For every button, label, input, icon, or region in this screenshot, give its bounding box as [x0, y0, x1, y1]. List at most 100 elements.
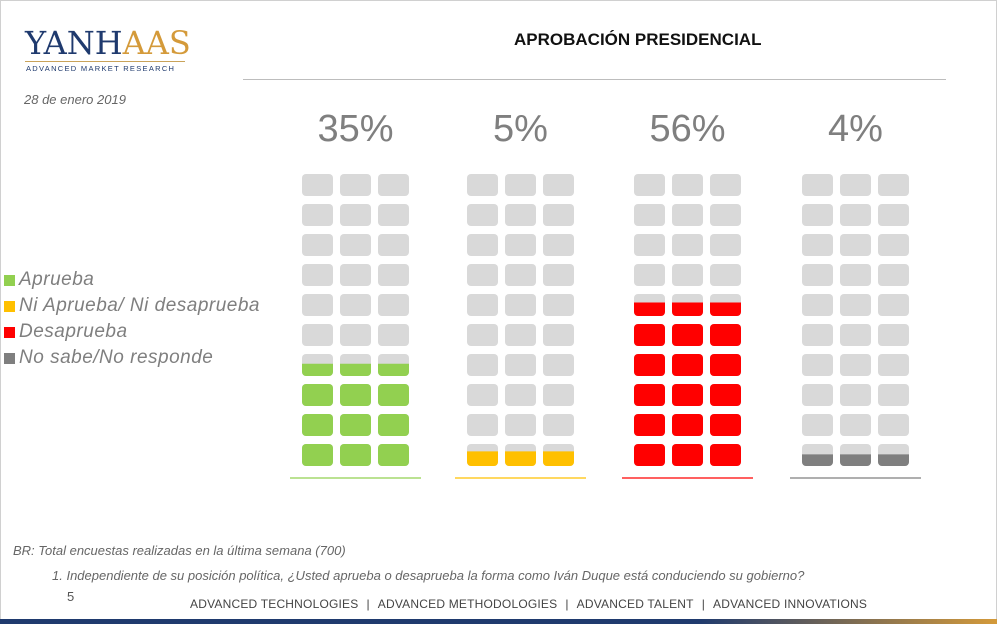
title-divider: [243, 79, 946, 80]
legend-item-ni-aprueba: Ni Aprueba/ Ni desaprueba: [4, 293, 260, 319]
yanhaas-logo: YANHAAS ADVANCED MARKET RESEARCH: [25, 26, 191, 76]
waffle-cell-empty: [543, 294, 574, 316]
waffle-cell-empty: [340, 234, 371, 256]
waffle-cell-empty: [543, 234, 574, 256]
waffle-cell-empty: [802, 264, 833, 286]
waffle-cell-empty: [505, 174, 536, 196]
waffle-cell-empty: [802, 324, 833, 346]
waffle-cell-filled: [543, 451, 574, 466]
waffle-cell-empty: [467, 174, 498, 196]
waffle-cell-filled: [378, 363, 409, 376]
waffle-cell-empty: [340, 264, 371, 286]
waffle-cell-filled: [340, 414, 371, 436]
footer-item-methodologies: ADVANCED METHODOLOGIES: [377, 597, 558, 611]
waffle-cell-empty: [302, 204, 333, 226]
waffle-cell-filled: [802, 454, 833, 466]
waffle-cell-empty: [878, 204, 909, 226]
legend-swatch-no-sabe: [4, 352, 15, 364]
waffle-cell-empty: [378, 204, 409, 226]
waffle-cell-empty: [467, 384, 498, 406]
bottom-brand-bar: [0, 619, 997, 624]
legend-item-desaprueba: Desaprueba: [4, 319, 260, 345]
waffle-cell-empty: [467, 414, 498, 436]
legend-swatch-aprueba: [4, 274, 15, 286]
value-label-3: 4%: [828, 108, 883, 150]
legend-item-aprueba: Aprueba: [4, 267, 260, 293]
waffle-cell-empty: [467, 264, 498, 286]
waffle-cell-empty: [634, 234, 665, 256]
waffle-cell-filled: [467, 451, 498, 466]
waffle-cell-filled: [840, 454, 871, 466]
waffle-cell-filled: [340, 363, 371, 376]
waffle-cell-empty: [840, 264, 871, 286]
waffle-cell-filled: [710, 384, 741, 406]
waffle-cell-empty: [340, 204, 371, 226]
waffle-cell-filled: [710, 302, 741, 316]
legend-label-no-sabe: No sabe/No responde: [19, 347, 214, 368]
waffle-cell-empty: [672, 234, 703, 256]
waffle-cell-empty: [505, 264, 536, 286]
waffle-cell-filled: [340, 444, 371, 466]
footer-separator: |: [565, 597, 569, 611]
chart-legend: Aprueba Ni Aprueba/ Ni desaprueba Desapr…: [4, 267, 260, 371]
waffle-cell-empty: [543, 264, 574, 286]
waffle-cell-empty: [634, 204, 665, 226]
waffle-cell-filled: [302, 444, 333, 466]
footer-separator: |: [366, 597, 370, 611]
waffle-cell-empty: [878, 414, 909, 436]
waffle-cell-empty: [505, 294, 536, 316]
waffle-cell-filled: [634, 384, 665, 406]
waffle-cell-empty: [340, 294, 371, 316]
waffle-cell-filled: [505, 451, 536, 466]
waffle-cell-empty: [672, 204, 703, 226]
value-label-2: 56%: [649, 108, 725, 150]
question-footnote: 1. Independiente de su posición política…: [52, 568, 805, 583]
waffle-cell-empty: [543, 204, 574, 226]
footer-separator: |: [701, 597, 706, 611]
waffle-cell-empty: [840, 384, 871, 406]
waffle-cell-empty: [505, 414, 536, 436]
waffle-cell-filled: [672, 324, 703, 346]
waffle-cell-filled: [710, 354, 741, 376]
waffle-cell-empty: [543, 384, 574, 406]
legend-label-aprueba: Aprueba: [19, 269, 95, 290]
footer-item-technologies: ADVANCED TECHNOLOGIES: [190, 597, 359, 611]
footer-taglines: ADVANCED TECHNOLOGIES | ADVANCED METHODOLO…: [190, 597, 867, 611]
waffle-cell-empty: [505, 324, 536, 346]
waffle-cell-filled: [672, 302, 703, 316]
waffle-cell-empty: [378, 294, 409, 316]
waffle-cell-empty: [302, 294, 333, 316]
waffle-cell-empty: [802, 174, 833, 196]
waffle-cell-empty: [467, 204, 498, 226]
waffle-cell-empty: [802, 354, 833, 376]
waffle-cell-filled: [340, 384, 371, 406]
waffle-cell-empty: [505, 204, 536, 226]
waffle-cell-empty: [710, 234, 741, 256]
waffle-cell-empty: [505, 234, 536, 256]
waffle-cell-filled: [378, 444, 409, 466]
waffle-cell-empty: [543, 324, 574, 346]
waffle-cell-empty: [672, 264, 703, 286]
waffle-cell-filled: [710, 414, 741, 436]
waffle-cell-empty: [840, 294, 871, 316]
waffle-cell-empty: [467, 234, 498, 256]
waffle-cell-empty: [878, 264, 909, 286]
base-footnote: BR: Total encuestas realizadas en la últ…: [13, 543, 346, 558]
waffle-cell-empty: [505, 354, 536, 376]
waffle-cell-empty: [878, 234, 909, 256]
waffle-cell-empty: [840, 324, 871, 346]
waffle-cell-empty: [878, 294, 909, 316]
waffle-cell-empty: [467, 324, 498, 346]
waffle-cell-empty: [634, 264, 665, 286]
waffle-cell-empty: [672, 174, 703, 196]
waffle-cell-empty: [543, 354, 574, 376]
waffle-cell-empty: [802, 384, 833, 406]
waffle-cell-empty: [467, 354, 498, 376]
waffle-cell-empty: [340, 324, 371, 346]
footer-item-talent: ADVANCED TALENT: [576, 597, 694, 611]
logo-tagline: ADVANCED MARKET RESEARCH: [26, 64, 176, 73]
waffle-cell-filled: [302, 384, 333, 406]
waffle-cell-empty: [378, 264, 409, 286]
waffle-cell-empty: [302, 234, 333, 256]
legend-item-no-sabe: No sabe/No responde: [4, 345, 260, 371]
